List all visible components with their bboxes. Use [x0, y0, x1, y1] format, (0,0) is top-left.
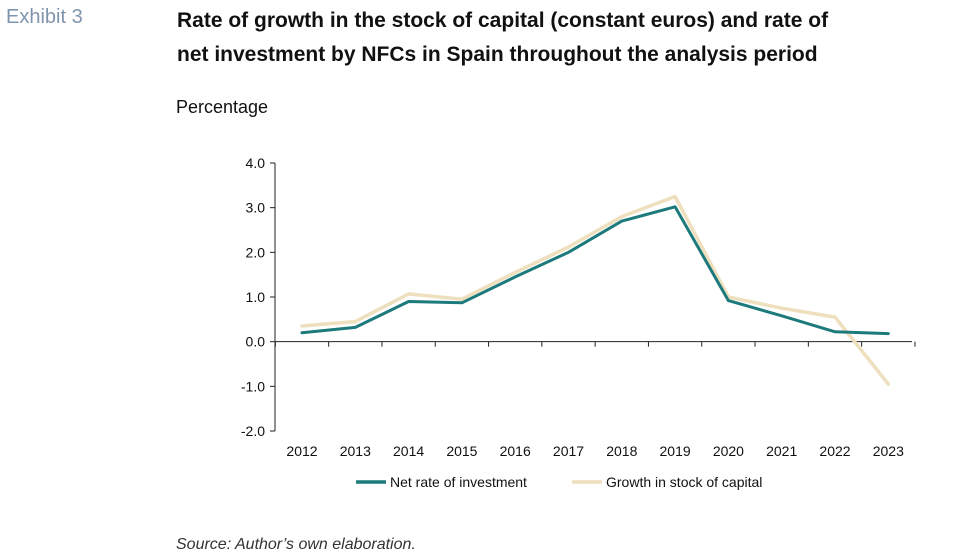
x-tick-label: 2017: [553, 443, 584, 459]
y-tick-label: -2.0: [241, 423, 265, 439]
x-tick-label: 2020: [713, 443, 744, 459]
chart-title-line-2: net investment by NFCs in Spain througho…: [177, 43, 818, 66]
x-tick-label: 2016: [500, 443, 531, 459]
series-net-rate-of-investment: [300, 205, 890, 336]
y-tick-label: 2.0: [246, 244, 266, 260]
chart-title: Rate of growth in the stock of capital (…: [177, 4, 962, 72]
x-tick-label: 2021: [766, 443, 797, 459]
x-tick-label: 2014: [393, 443, 424, 459]
y-tick-label: 3.0: [246, 200, 266, 216]
x-tick-label: 2019: [660, 443, 691, 459]
series-growth-in-stock-of-capital: [300, 194, 891, 386]
line-chart: 4.0 3.0 2.0 1.0 0.0 -1.0 -2.0 2012 2013 2014 2015 2…: [241, 155, 916, 490]
y-axis-unit-label: Percentage: [176, 97, 269, 117]
y-tick-label: -1.0: [241, 378, 265, 394]
legend-item-net-rate-of-investment: Net rate of investment: [356, 474, 527, 490]
axes: 4.0 3.0 2.0 1.0 0.0 -1.0 -2.0 2012 2013 2014 2015 2…: [241, 155, 916, 459]
x-tick-label: 2023: [873, 443, 904, 459]
x-tick-label: 2022: [819, 443, 850, 459]
y-tick-label: 1.0: [246, 289, 266, 305]
legend-label: Net rate of investment: [390, 474, 527, 490]
x-tick-label: 2018: [606, 443, 637, 459]
y-tick-label: 4.0: [246, 155, 266, 171]
x-tick-label: 2012: [286, 443, 317, 459]
source-note: Source: Author’s own elaboration.: [176, 536, 416, 553]
exhibit-label: Exhibit 3: [6, 6, 83, 28]
x-tick-label: 2013: [340, 443, 371, 459]
legend: Net rate of investment Growth in stock of…: [356, 474, 762, 490]
series-lines: [300, 194, 891, 386]
y-tick-label: 0.0: [246, 334, 266, 350]
legend-item-growth-in-stock-of-capital: Growth in stock of capital: [572, 474, 762, 490]
legend-label: Growth in stock of capital: [606, 474, 762, 490]
x-tick-label: 2015: [446, 443, 477, 459]
chart-title-line-1: Rate of growth in the stock of capital (…: [177, 9, 829, 32]
